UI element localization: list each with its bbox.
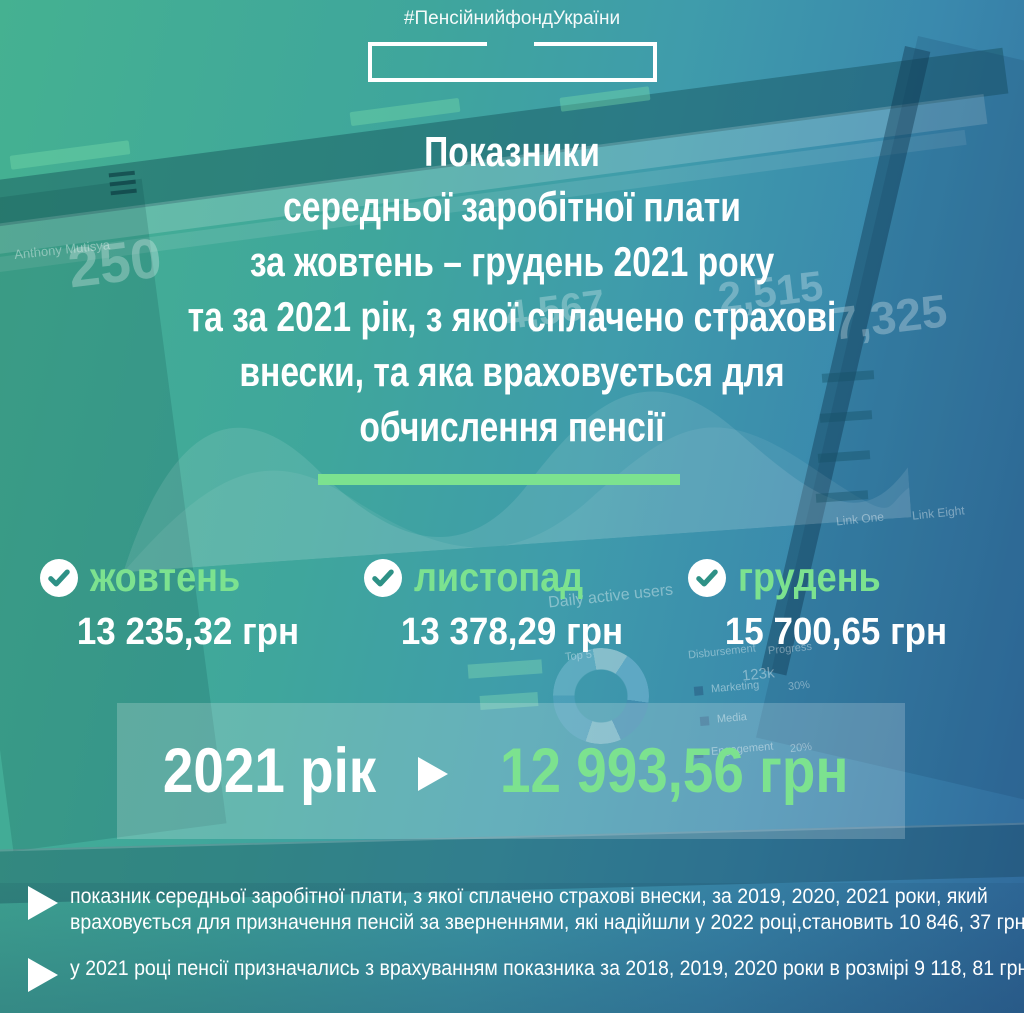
footnote-line: враховується для призначення пенсій за з…: [70, 911, 1024, 934]
title-line: Показники: [424, 128, 600, 175]
month-column-october: жовтень 13 235,32 грн: [26, 554, 350, 654]
title-line: середньої заробітної плати: [283, 183, 741, 230]
month-label: жовтень: [90, 554, 241, 600]
year-label: 2021 рік: [163, 736, 377, 806]
bg-link: Link One: [835, 509, 885, 529]
footnote-line: показник середньої заробітної плати, з я…: [70, 885, 988, 908]
footnote-item: показник середньої заробітної плати, з я…: [28, 884, 1024, 936]
bg-green-bar: [467, 659, 543, 679]
month-value: 15 700,65 грн: [724, 611, 948, 653]
play-triangle-icon: [28, 884, 58, 920]
page-title: Показники середньої заробітної плати за …: [0, 124, 1024, 454]
logo-frame: [368, 42, 657, 82]
bg-legend-item: Marketing: [693, 679, 760, 697]
bg-tab-pill: [349, 97, 461, 127]
title-line: внески, та яка враховується для: [239, 348, 785, 395]
title-line: та за 2021 рік, з якої сплачено страхові: [187, 293, 837, 340]
bg-percent: 30%: [787, 678, 811, 694]
month-column-november: листопад 13 378,29 грн: [350, 554, 674, 654]
play-triangle-icon: [418, 751, 449, 791]
check-circle-icon: [40, 558, 78, 597]
months-row: жовтень 13 235,32 грн листопад 13 378,29…: [26, 554, 998, 654]
hashtag: #ПенсійнийфондУкраїни: [403, 8, 621, 29]
bg-tab-pill: [559, 86, 651, 112]
bg-hbar: [815, 490, 869, 503]
year-summary-box: 2021 рік 12 993,56 грн: [117, 703, 905, 839]
check-circle-icon: [688, 558, 726, 597]
bg-stat-number: 123k: [741, 664, 776, 685]
year-value: 12 993,56 грн: [500, 736, 849, 806]
footnotes: показник середньої заробітної плати, з я…: [28, 884, 1024, 1012]
month-column-december: грудень 15 700,65 грн: [674, 554, 998, 654]
footnote-line: у 2021 році пенсії призначались з врахув…: [70, 957, 1024, 980]
footnote-item: у 2021 році пенсії призначались з врахув…: [28, 956, 1024, 992]
play-triangle-icon: [28, 956, 58, 992]
bg-link: Link Eight: [911, 503, 966, 523]
title-line: обчислення пенсії: [359, 403, 665, 450]
logo-frame-top-right: [534, 42, 657, 46]
title-line: за жовтень – грудень 2021 року: [249, 238, 775, 285]
month-label: грудень: [738, 554, 881, 600]
title-underline: [318, 474, 680, 485]
check-circle-icon: [364, 558, 402, 597]
month-label: листопад: [414, 554, 584, 600]
logo-frame-top-left: [368, 42, 487, 46]
month-value: 13 235,32 грн: [76, 611, 300, 653]
month-value: 13 378,29 грн: [400, 611, 624, 653]
